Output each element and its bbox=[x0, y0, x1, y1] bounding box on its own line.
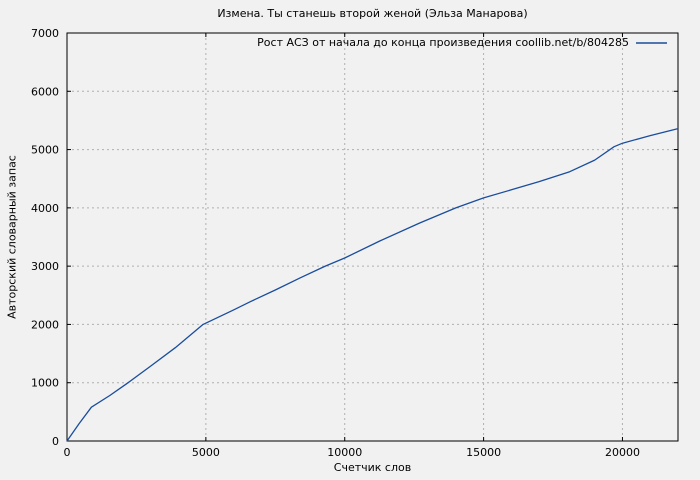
legend: Рост АСЗ от начала до конца произведения… bbox=[257, 36, 667, 50]
legend-label: Рост АСЗ от начала до конца произведения… bbox=[257, 36, 629, 49]
y-tick-label: 5000 bbox=[31, 144, 59, 157]
chart-title: Измена. Ты станешь второй женой (Эльза М… bbox=[217, 7, 528, 20]
x-tick-label: 15000 bbox=[466, 446, 501, 459]
y-tick-label: 0 bbox=[52, 435, 59, 448]
series-line bbox=[66, 127, 679, 442]
y-tick-label: 1000 bbox=[31, 377, 59, 390]
y-tick-label: 2000 bbox=[31, 318, 59, 331]
y-tick-label: 4000 bbox=[31, 202, 59, 215]
y-tick-label: 3000 bbox=[31, 260, 59, 273]
y-axis-title: Авторский словарный запас bbox=[5, 155, 19, 319]
y-tick-label: 7000 bbox=[31, 27, 59, 40]
x-tick-label: 20000 bbox=[605, 446, 640, 459]
x-tick-label: 0 bbox=[64, 446, 71, 459]
x-tick-label: 5000 bbox=[192, 446, 220, 459]
legend-line-sample-icon bbox=[636, 42, 667, 44]
x-axis-title: Счетчик слов bbox=[333, 461, 412, 474]
y-tick-label: 6000 bbox=[31, 85, 59, 98]
plot-border bbox=[66, 32, 679, 442]
x-tick-label: 10000 bbox=[327, 446, 362, 459]
